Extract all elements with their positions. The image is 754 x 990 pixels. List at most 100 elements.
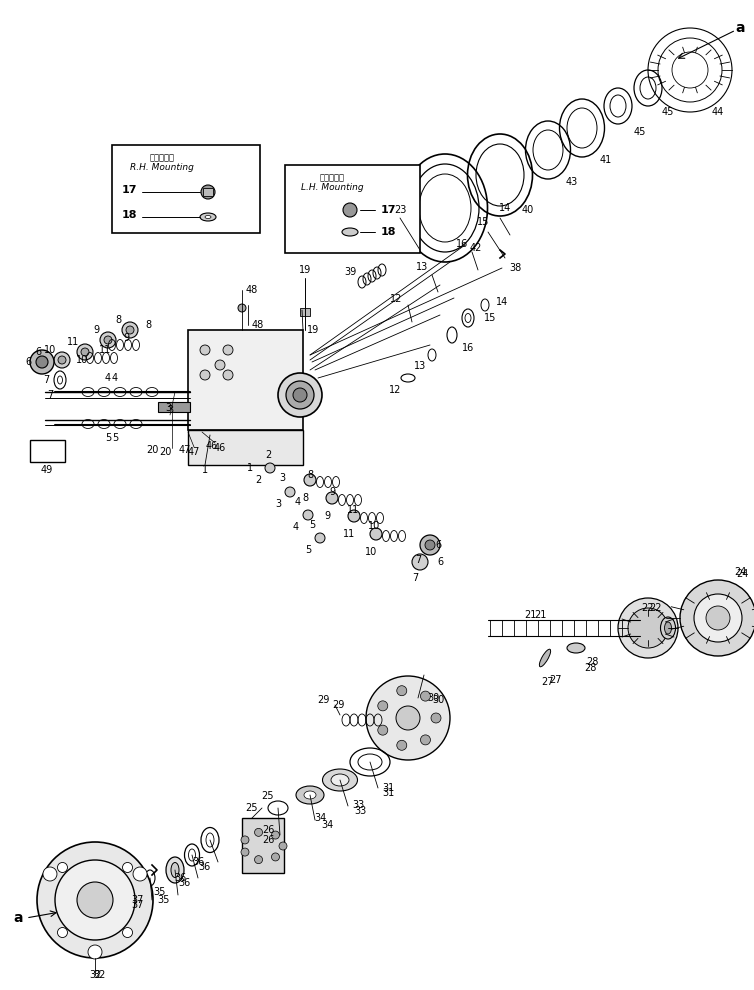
- Circle shape: [100, 332, 116, 348]
- Text: 47: 47: [188, 447, 201, 457]
- Text: R.H. Mounting: R.H. Mounting: [130, 163, 194, 172]
- Bar: [30, 440, 65, 462]
- Text: L.H. Mounting: L.H. Mounting: [301, 183, 363, 192]
- Text: 6: 6: [435, 540, 441, 550]
- Circle shape: [366, 676, 450, 760]
- Text: 5: 5: [305, 545, 311, 555]
- Circle shape: [278, 373, 322, 417]
- Text: 13: 13: [416, 262, 428, 272]
- Circle shape: [200, 370, 210, 380]
- Text: 22: 22: [650, 603, 662, 613]
- Text: 42: 42: [470, 243, 483, 253]
- Text: 38: 38: [509, 263, 521, 273]
- Circle shape: [412, 554, 428, 570]
- Text: 41: 41: [600, 155, 612, 165]
- Ellipse shape: [323, 769, 357, 791]
- Text: 44: 44: [712, 107, 724, 117]
- Text: 32: 32: [93, 970, 106, 980]
- Text: 8: 8: [302, 493, 308, 503]
- Text: 30: 30: [427, 693, 439, 703]
- Circle shape: [378, 701, 388, 711]
- Circle shape: [77, 344, 93, 360]
- Text: 7: 7: [415, 555, 421, 565]
- Text: a: a: [735, 21, 745, 35]
- Ellipse shape: [296, 786, 324, 804]
- Text: 22: 22: [642, 603, 654, 613]
- Circle shape: [378, 725, 388, 736]
- Text: 25: 25: [246, 803, 259, 813]
- Text: 46: 46: [206, 441, 218, 451]
- Bar: [242, 818, 284, 873]
- Circle shape: [285, 487, 295, 497]
- Text: 6: 6: [35, 347, 41, 357]
- Text: 24: 24: [734, 567, 746, 577]
- Circle shape: [133, 867, 147, 881]
- Text: 14: 14: [496, 297, 508, 307]
- Text: 49: 49: [41, 465, 53, 475]
- Text: 31: 31: [382, 788, 394, 798]
- Text: 17: 17: [122, 185, 137, 195]
- Circle shape: [104, 336, 112, 344]
- Circle shape: [618, 598, 678, 658]
- Text: 4: 4: [293, 522, 299, 532]
- Text: 28: 28: [586, 657, 598, 667]
- Text: 1: 1: [202, 465, 208, 475]
- Text: 17: 17: [380, 205, 396, 215]
- Circle shape: [77, 882, 113, 918]
- Text: 14: 14: [499, 203, 511, 213]
- Circle shape: [706, 606, 730, 630]
- Circle shape: [343, 203, 357, 217]
- Text: 30: 30: [432, 695, 444, 705]
- Text: 36: 36: [192, 857, 204, 867]
- Text: 20: 20: [146, 445, 158, 455]
- Text: 37: 37: [132, 895, 144, 905]
- Circle shape: [30, 350, 54, 374]
- Text: 2: 2: [265, 450, 271, 460]
- Circle shape: [420, 535, 440, 555]
- Circle shape: [694, 594, 742, 642]
- Ellipse shape: [331, 774, 349, 786]
- Text: 18: 18: [380, 227, 396, 237]
- Text: 10: 10: [44, 345, 56, 355]
- Ellipse shape: [342, 228, 358, 236]
- Circle shape: [628, 608, 668, 648]
- Circle shape: [238, 304, 246, 312]
- Text: 45: 45: [634, 127, 646, 137]
- Text: 34: 34: [321, 820, 333, 830]
- Text: 33: 33: [352, 800, 364, 810]
- Circle shape: [215, 360, 225, 370]
- Circle shape: [37, 842, 153, 958]
- Text: 8: 8: [115, 315, 121, 325]
- Text: 7: 7: [47, 390, 53, 400]
- Circle shape: [396, 706, 420, 730]
- Text: 7: 7: [43, 375, 49, 385]
- Circle shape: [303, 510, 313, 520]
- Text: 5: 5: [105, 433, 111, 443]
- Text: 34: 34: [314, 813, 326, 823]
- Text: 15: 15: [484, 313, 496, 323]
- Text: 9: 9: [329, 487, 335, 497]
- Ellipse shape: [200, 213, 216, 221]
- Circle shape: [397, 741, 406, 750]
- Text: 7: 7: [412, 573, 418, 583]
- Circle shape: [55, 860, 135, 940]
- Circle shape: [200, 345, 210, 355]
- Text: 21: 21: [534, 610, 546, 620]
- Circle shape: [425, 540, 435, 550]
- Circle shape: [397, 686, 406, 696]
- Text: a: a: [14, 911, 23, 925]
- Text: 18: 18: [122, 210, 137, 220]
- Circle shape: [255, 855, 262, 863]
- Circle shape: [123, 928, 133, 938]
- Text: 10: 10: [365, 547, 377, 557]
- Circle shape: [421, 691, 431, 701]
- Text: 32: 32: [89, 970, 101, 980]
- Text: 3: 3: [275, 499, 281, 509]
- Circle shape: [271, 853, 280, 861]
- Text: 47: 47: [179, 445, 192, 455]
- Text: 12: 12: [390, 294, 402, 304]
- Circle shape: [255, 829, 262, 837]
- Text: 33: 33: [354, 806, 366, 816]
- Text: 6: 6: [437, 557, 443, 567]
- Text: 4: 4: [105, 373, 111, 383]
